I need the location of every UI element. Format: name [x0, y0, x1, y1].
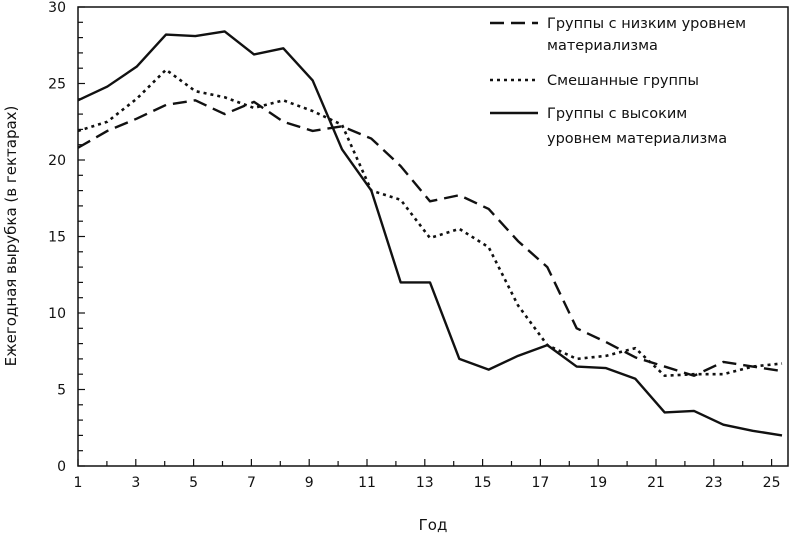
- x-tick-label: 5: [189, 475, 198, 491]
- legend-label: Группы с низким уровнем: [547, 16, 746, 32]
- series-lines: [78, 31, 782, 435]
- y-tick-label: 5: [57, 383, 66, 399]
- y-tick-label: 30: [48, 0, 66, 16]
- x-tick-label: 7: [247, 475, 256, 491]
- y-axis-label: Ежегодная вырубка (в гектарах): [2, 106, 20, 367]
- x-tick-label: 23: [705, 475, 723, 491]
- series-line-solid: [78, 31, 782, 435]
- x-tick-label: 21: [647, 475, 665, 491]
- y-tick-label: 20: [48, 153, 66, 169]
- x-axis-label: Год: [419, 516, 448, 534]
- x-tick-label: 15: [474, 475, 492, 491]
- x-tick-label: 19: [589, 475, 607, 491]
- x-tick-label: 9: [305, 475, 314, 491]
- legend-label: материализма: [547, 38, 658, 54]
- x-tick-label: 17: [531, 475, 549, 491]
- x-tick-label: 1: [74, 475, 83, 491]
- x-tick-label: 25: [763, 475, 781, 491]
- legend-label: Смешанные группы: [547, 73, 699, 89]
- y-tick-label: 10: [48, 306, 66, 322]
- x-tick-label: 11: [358, 475, 376, 491]
- y-tick-label: 0: [57, 459, 66, 475]
- x-tick-label: 3: [131, 475, 140, 491]
- legend: Группы с низким уровнем материализма Смеша…: [490, 16, 746, 147]
- y-tick-label: 15: [48, 230, 66, 246]
- x-tick-label: 13: [416, 475, 434, 491]
- legend-label: уровнем материализма: [547, 131, 727, 147]
- y-tick-label: 25: [48, 77, 66, 93]
- legend-label: Группы с высоким: [547, 106, 687, 122]
